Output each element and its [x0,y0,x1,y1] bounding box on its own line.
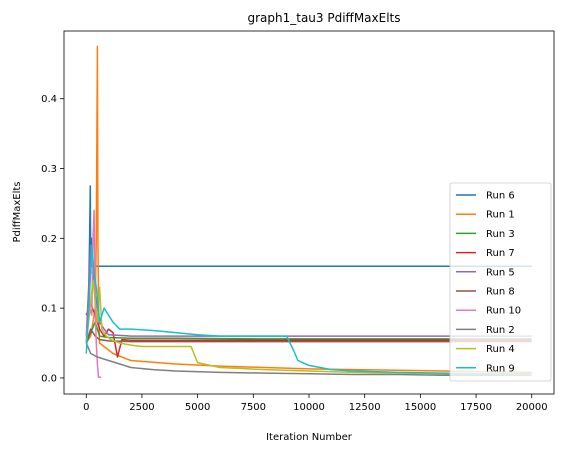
x-tick-label: 17500 [460,402,492,413]
x-tick-label: 0 [83,402,89,413]
y-axis-label: PdiffMaxElts [12,182,23,243]
series-line-run-8 [85,328,532,344]
series-layer [85,45,532,378]
legend-label: Run 7 [486,248,515,259]
legend-box [449,182,552,382]
legend-label: Run 9 [486,363,515,374]
series-line-run-9 [85,244,532,375]
legend: Run 6 Run 1 Run 3 Run 7 Run 5 Run 8 Run 10 Run … [449,182,552,382]
x-tick-label: 10000 [293,402,325,413]
y-tick-label: 0.0 [41,373,57,384]
x-tick-label: 5000 [185,402,210,413]
x-tick-label: 15000 [404,402,436,413]
y-axis: 0.0 0.1 0.2 0.3 0.4 [41,94,64,384]
legend-label: Run 8 [486,287,515,298]
x-tick-label: 7500 [241,402,266,413]
legend-label: Run 10 [486,306,521,317]
legend-label: Run 2 [486,325,515,336]
x-axis: 0 2500 5000 7500 10000 12500 15000 17500 20000 [83,394,548,413]
x-axis-label: Iteration Number [266,432,353,443]
y-tick-label: 0.4 [41,94,57,105]
x-tick-label: 12500 [349,402,381,413]
y-tick-label: 0.3 [41,164,57,175]
series-line-run-4 [85,279,532,376]
series-line-run-2 [85,342,532,376]
legend-label: Run 6 [486,191,515,202]
y-tick-label: 0.1 [41,304,57,315]
legend-label: Run 3 [486,229,515,240]
chart-title: graph1_tau3 PdiffMaxElts [247,11,400,25]
legend-label: Run 4 [486,344,515,355]
y-tick-label: 0.2 [41,234,57,245]
series-line-run-3 [85,321,532,344]
x-tick-label: 2500 [129,402,154,413]
legend-label: Run 1 [486,210,515,221]
legend-label: Run 5 [486,267,515,278]
x-tick-label: 20000 [516,402,548,413]
